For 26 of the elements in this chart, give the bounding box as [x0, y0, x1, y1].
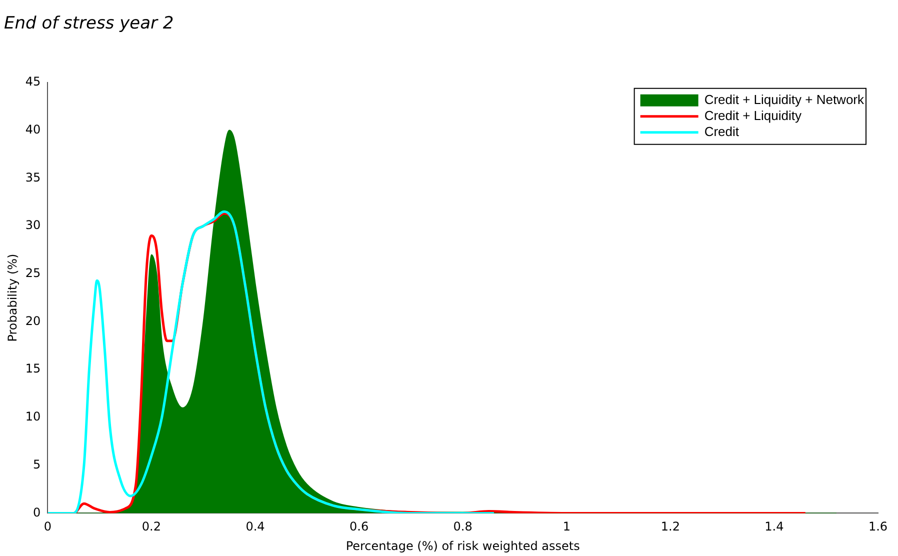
y-tick-label: 30	[25, 218, 41, 232]
y-tick-label: 35	[25, 170, 41, 184]
x-tick-label: 0	[44, 520, 52, 534]
legend-label: Credit + Liquidity	[704, 108, 802, 123]
x-tick-label: 1.2	[660, 520, 680, 534]
x-tick-label: 0.8	[453, 520, 472, 534]
x-tick-label: 0.4	[246, 520, 265, 534]
y-tick-label: 20	[25, 314, 41, 328]
x-tick-label: 0.6	[349, 520, 369, 534]
legend-label: Credit	[704, 124, 740, 139]
y-axis-title: Probability (%)	[5, 254, 20, 342]
y-tick-label: 0	[33, 505, 41, 520]
chart-title: End of stress year 2	[4, 14, 174, 34]
x-tick-label: 1.6	[868, 520, 888, 534]
y-tick-label: 10	[25, 410, 41, 424]
x-tick-label: 1	[562, 520, 570, 534]
y-tick-label: 40	[25, 122, 41, 136]
x-tick-label: 1.4	[764, 520, 784, 534]
y-tick-label: 25	[25, 266, 41, 280]
y-tick-label: 15	[25, 362, 41, 376]
y-tick-label: 45	[25, 74, 41, 89]
line-series	[48, 210, 496, 514]
y-tick-label: 5	[33, 457, 41, 472]
x-axis-title: Percentage (%) of risk weighted assets	[346, 538, 580, 553]
legend-label: Credit + Liquidity + Network	[704, 92, 864, 107]
x-tick-label: 0.2	[142, 520, 162, 534]
